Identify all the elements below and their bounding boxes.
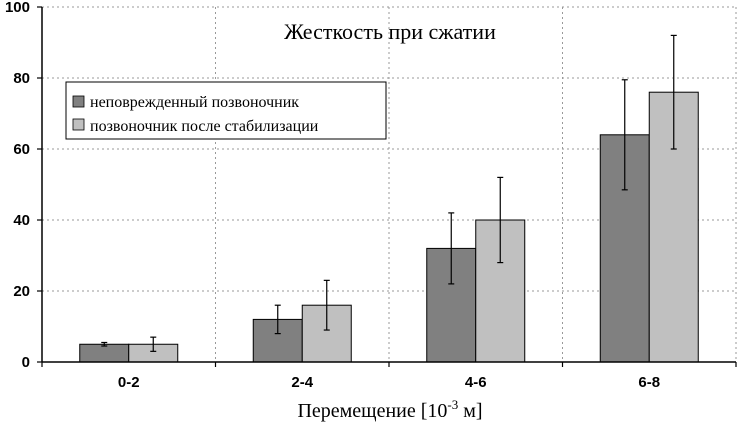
error-bar <box>101 341 108 347</box>
y-tick-labels: 0 20 40 60 80 100 <box>5 0 30 371</box>
legend-box <box>65 81 387 140</box>
grid-lines <box>42 6 737 362</box>
x-tick-labels: 0-2 2-4 4-6 6-8 <box>118 374 660 391</box>
error-bar <box>621 79 628 191</box>
error-bar <box>497 176 504 264</box>
x-axis-label-main: Перемещение [10 <box>297 400 447 422</box>
y-tick-label: 60 <box>13 141 30 158</box>
x-tick-label: 6-8 <box>638 374 660 391</box>
x-tick-label: 2-4 <box>291 374 313 391</box>
y-tick-label: 40 <box>13 212 30 229</box>
x-tick-label: 4-6 <box>465 374 487 391</box>
legend-swatch-intact <box>72 95 85 108</box>
bar-intact <box>79 343 130 363</box>
x-axis-label-suffix: м] <box>458 400 482 422</box>
y-tick-label: 20 <box>13 283 30 300</box>
legend-label-intact: неповрежденный позвоночник <box>90 94 299 111</box>
y-tick-label: 0 <box>22 354 30 371</box>
chart-title: Жесткость при сжатии <box>284 19 496 44</box>
error-bar <box>150 336 157 352</box>
x-axis-label-exponent: -3 <box>447 397 458 412</box>
error-bars <box>101 34 677 352</box>
error-bar <box>448 212 455 285</box>
axes <box>37 6 737 367</box>
error-bar <box>323 279 330 331</box>
legend-swatch-stabilized <box>72 118 85 131</box>
y-tick-label: 100 <box>5 0 30 16</box>
legend: неповрежденный позвоночник позвоночник п… <box>65 81 387 140</box>
x-axis-label: Перемещение [10-3 м] <box>297 397 482 422</box>
bars <box>79 91 699 363</box>
y-tick-label: 80 <box>13 70 30 87</box>
error-bar <box>274 304 281 335</box>
x-tick-label: 0-2 <box>118 374 140 391</box>
error-bar <box>670 34 677 150</box>
legend-label-stabilized: позвоночник после стабилизации <box>90 118 319 135</box>
